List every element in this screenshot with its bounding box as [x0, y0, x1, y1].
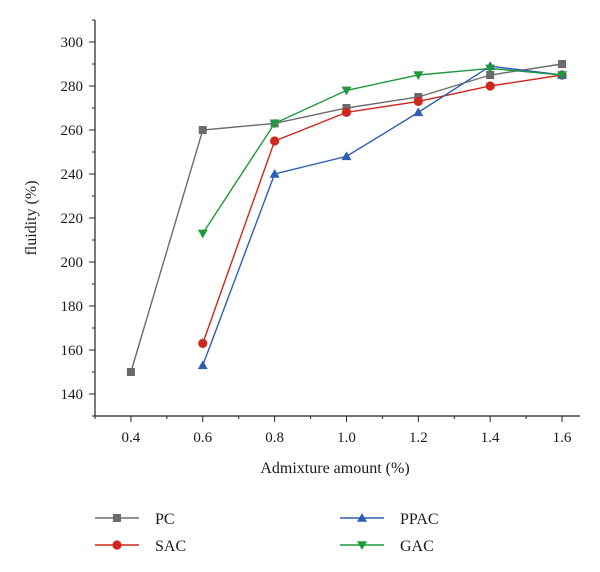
legend-item-gac: GAC — [340, 538, 434, 555]
y-tick-label: 240 — [61, 167, 84, 183]
data-point-gac — [485, 64, 496, 74]
x-tick-label: 0.8 — [265, 430, 284, 446]
y-tick-label: 160 — [61, 343, 84, 359]
legend-marker-gac — [357, 541, 367, 550]
legend-label-gac: GAC — [400, 538, 434, 555]
y-tick-label: 200 — [61, 255, 84, 271]
data-point-ppac — [413, 107, 424, 117]
data-point-gac — [557, 71, 568, 80]
x-tick-label: 1.2 — [409, 430, 428, 446]
series-pc — [126, 60, 567, 376]
data-point-gac — [341, 86, 352, 96]
legend-item-sac: SAC — [95, 538, 186, 555]
data-point-pc — [126, 368, 135, 376]
series-sac — [198, 70, 567, 348]
axes: 0.4 0.6 0.8 1.0 1.2 1.4 1.6 140 160 180 200 220 240 2… — [61, 19, 580, 446]
data-point-pc — [558, 60, 567, 68]
y-tick-label: 220 — [61, 211, 84, 227]
data-point-sac — [485, 81, 495, 91]
x-tick-label: 1.4 — [481, 430, 500, 446]
y-tick-label: 260 — [61, 123, 84, 139]
data-point-ppac — [341, 151, 352, 161]
y-tick-label: 180 — [61, 299, 84, 315]
data-point-pc — [486, 71, 495, 79]
legend-item-pc: PC — [95, 511, 175, 528]
legend-marker-pc — [113, 514, 121, 522]
series-line-gac — [202, 67, 563, 234]
plot-area — [126, 60, 568, 376]
legend: PC SAC PPAC GAC — [95, 511, 439, 555]
data-point-ppac — [269, 169, 280, 178]
data-point-ppac — [197, 360, 208, 370]
y-tick-label: 140 — [61, 387, 84, 403]
legend-marker-sac — [112, 540, 122, 550]
data-point-sac — [413, 96, 423, 106]
x-tick-label: 1.0 — [337, 430, 356, 446]
x-tick-label: 0.4 — [122, 430, 141, 446]
series-gac — [197, 64, 568, 239]
data-point-gac — [197, 229, 208, 239]
y-tick-label: 280 — [61, 79, 84, 95]
legend-label-pc: PC — [155, 511, 175, 528]
data-point-sac — [270, 136, 280, 146]
y-axis-title: fluidity (%) — [23, 180, 40, 255]
x-tick-label: 0.6 — [193, 430, 212, 446]
legend-marker-ppac — [357, 513, 367, 522]
legend-label-ppac: PPAC — [400, 511, 439, 528]
data-point-gac — [269, 119, 280, 129]
series-line-sac — [202, 74, 563, 344]
legend-item-ppac: PPAC — [340, 511, 439, 528]
data-point-pc — [198, 126, 207, 134]
series-line-ppac — [202, 65, 563, 366]
x-tick-label: 1.6 — [553, 430, 572, 446]
x-axis-title: Admixture amount (%) — [260, 460, 409, 477]
y-tick-label: 300 — [61, 35, 84, 51]
data-point-sac — [341, 107, 352, 117]
data-point-gac — [413, 71, 424, 80]
data-point-sac — [198, 338, 208, 348]
legend-label-sac: SAC — [155, 538, 186, 555]
